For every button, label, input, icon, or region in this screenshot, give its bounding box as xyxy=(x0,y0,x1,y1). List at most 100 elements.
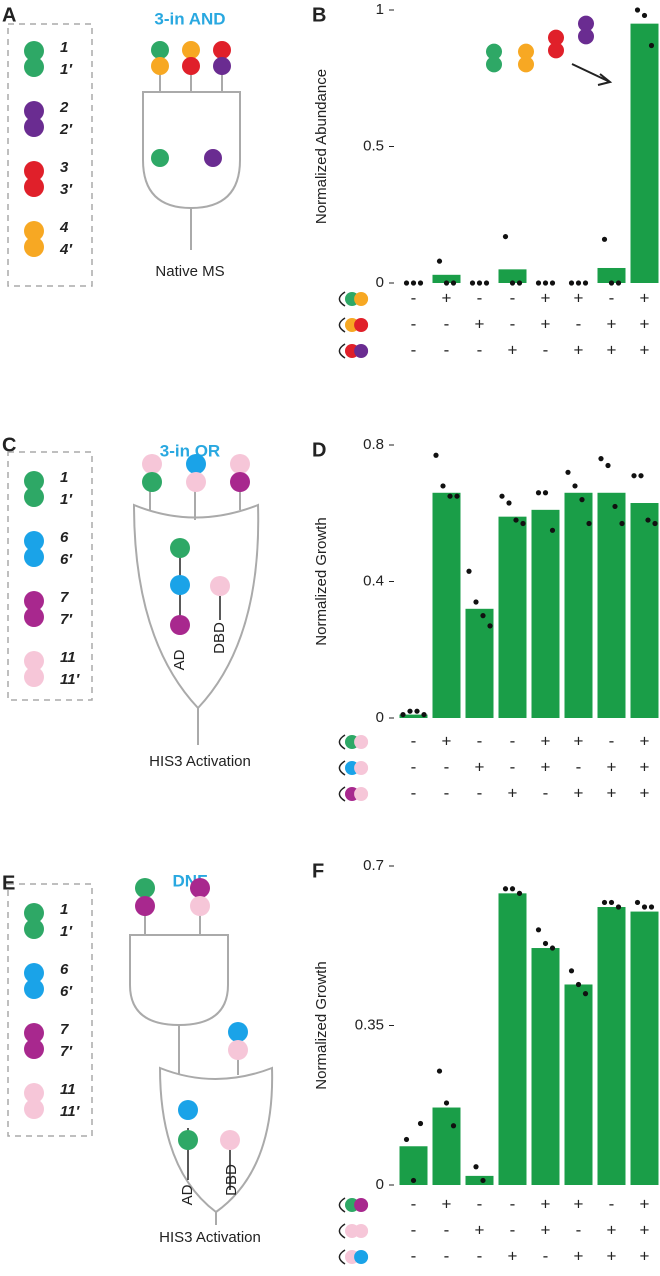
domain xyxy=(354,787,369,801)
panel-label: C xyxy=(2,434,16,456)
domain xyxy=(204,149,222,167)
condition-sign: + xyxy=(640,757,650,776)
domain xyxy=(24,531,44,551)
bar xyxy=(597,492,626,718)
domain xyxy=(24,651,44,671)
condition-sign: + xyxy=(541,1220,551,1239)
condition-sign: - xyxy=(477,731,483,750)
dbd-label: DBD xyxy=(211,622,228,654)
condition-sign: + xyxy=(640,288,650,307)
y-tick-label: 0.35 xyxy=(355,1016,384,1033)
condition-sign: - xyxy=(543,340,549,359)
bar xyxy=(498,269,527,283)
replicate-dot xyxy=(516,890,523,896)
replicate-dot xyxy=(403,1136,410,1143)
domain xyxy=(178,1100,198,1120)
domain xyxy=(578,28,594,45)
legend-label: 4 xyxy=(59,219,69,236)
condition-sign: + xyxy=(640,783,650,802)
domain xyxy=(135,878,155,898)
diagram-title: 3-in OR xyxy=(160,441,220,460)
replicate-dot xyxy=(443,280,450,286)
replicate-dot xyxy=(568,968,575,974)
condition-sign: - xyxy=(444,314,450,333)
condition-sign: - xyxy=(411,288,417,307)
domain xyxy=(24,471,44,491)
condition-sign: + xyxy=(442,288,452,307)
domain xyxy=(24,177,44,197)
domain xyxy=(578,15,594,32)
replicate-dot xyxy=(436,258,443,264)
condition-sign: - xyxy=(411,314,417,333)
replicate-dot xyxy=(469,280,476,286)
domain xyxy=(354,761,369,775)
replicate-dot xyxy=(586,520,592,527)
domain xyxy=(24,221,44,241)
replicate-dot xyxy=(513,517,519,523)
replicate-dot xyxy=(641,12,648,19)
replicate-dot xyxy=(414,708,420,714)
domain xyxy=(518,43,534,60)
legend-label: 1 xyxy=(60,901,68,918)
condition-sign: - xyxy=(444,783,450,802)
domain xyxy=(190,896,210,916)
condition-sign: - xyxy=(609,288,615,307)
replicate-dot xyxy=(487,623,493,629)
condition-sign: + xyxy=(574,731,584,750)
domain xyxy=(178,1130,198,1150)
condition-sign: - xyxy=(510,288,516,307)
bar xyxy=(531,509,560,718)
condition-sign: + xyxy=(607,1246,617,1265)
replicate-dot xyxy=(572,483,578,489)
panel-label: F xyxy=(312,860,324,882)
condition-sign: - xyxy=(477,783,483,802)
condition-sign: - xyxy=(576,314,582,333)
replicate-dot xyxy=(499,493,505,499)
condition-sign: - xyxy=(510,731,516,750)
domain xyxy=(518,56,534,73)
replicate-dot xyxy=(473,599,479,605)
domain xyxy=(186,454,206,474)
replicate-dot xyxy=(648,904,655,910)
legend-label: 1′ xyxy=(60,923,73,940)
condition-sign: - xyxy=(477,1246,483,1265)
domain xyxy=(213,57,231,75)
replicate-dot xyxy=(407,708,413,714)
replicate-dot xyxy=(535,280,542,286)
domain xyxy=(24,41,44,61)
replicate-dot xyxy=(542,280,549,286)
condition-sign: - xyxy=(444,340,450,359)
replicate-dot xyxy=(520,520,526,527)
replicate-dot xyxy=(433,452,439,458)
legend-label: 1 xyxy=(60,469,68,486)
replicate-dot xyxy=(634,7,641,13)
y-tick-label: 0.4 xyxy=(363,572,384,589)
bar xyxy=(498,893,527,1185)
y-tick-label: 0 xyxy=(376,1176,384,1193)
condition-sign: - xyxy=(411,757,417,776)
legend-label: 7 xyxy=(60,589,69,606)
condition-sign: + xyxy=(475,757,485,776)
bar xyxy=(630,23,659,284)
legend-box xyxy=(7,451,93,701)
loop xyxy=(338,1223,346,1239)
replicate-dot xyxy=(648,42,655,49)
condition-sign: + xyxy=(508,1246,518,1265)
legend-box xyxy=(7,23,93,287)
replicate-dot xyxy=(410,1177,417,1184)
condition-sign: + xyxy=(541,288,551,307)
condition-sign: + xyxy=(640,731,650,750)
condition-sign: - xyxy=(411,731,417,750)
domain xyxy=(190,878,210,898)
legend-label: 2 xyxy=(59,99,69,116)
condition-sign: + xyxy=(508,340,518,359)
condition-sign: + xyxy=(508,783,518,802)
domain xyxy=(151,57,169,75)
domain xyxy=(548,42,564,59)
condition-sign: + xyxy=(574,783,584,802)
replicate-dot xyxy=(443,1100,450,1106)
replicate-dot xyxy=(473,1164,479,1170)
domain xyxy=(354,292,369,306)
condition-sign: - xyxy=(444,1220,450,1239)
legend-label: 11′ xyxy=(60,671,81,688)
